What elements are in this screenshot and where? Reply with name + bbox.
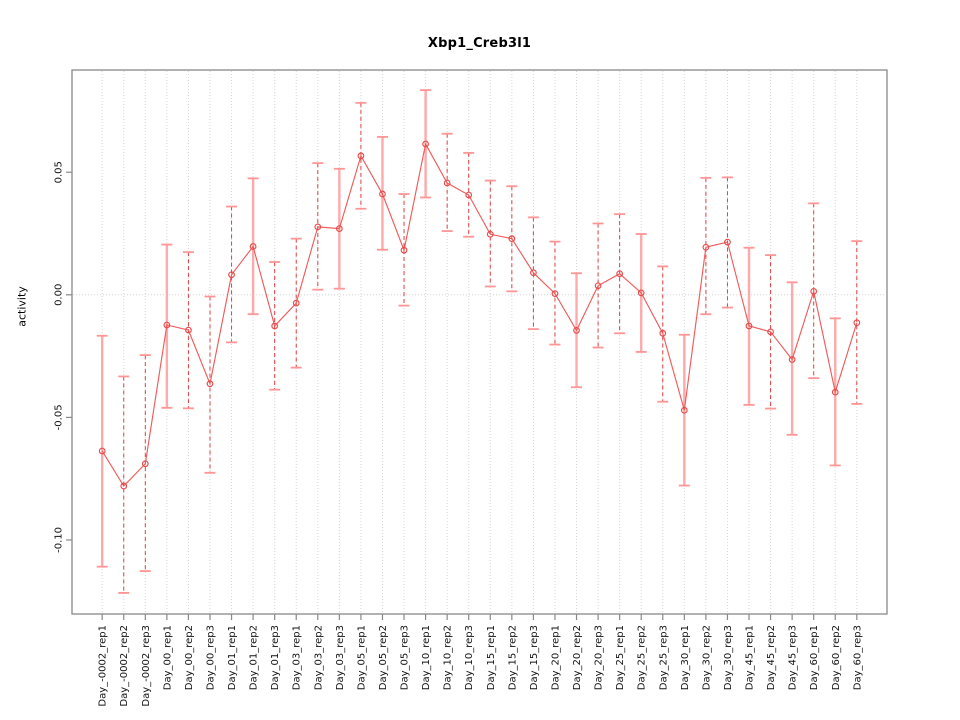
data-point bbox=[551, 290, 559, 297]
data-point bbox=[659, 329, 667, 337]
data-point bbox=[379, 190, 386, 198]
data-point bbox=[594, 282, 602, 290]
x-tick-label: Day_00_rep3 bbox=[205, 625, 216, 690]
x-tick-label: Day_20_rep2 bbox=[572, 625, 583, 690]
data-point bbox=[249, 243, 257, 250]
x-tick-label: Day_01_rep1 bbox=[227, 625, 238, 690]
data-point bbox=[573, 326, 580, 334]
data-point bbox=[400, 246, 408, 254]
x-tick-label: Day_15_rep2 bbox=[507, 625, 518, 690]
data-point bbox=[702, 243, 710, 251]
data-point bbox=[163, 321, 171, 329]
data-point bbox=[486, 230, 494, 238]
x-tick-label: Day_-0002_rep3 bbox=[141, 625, 152, 707]
data-point bbox=[335, 225, 343, 232]
x-tick-label: Day_60_rep3 bbox=[852, 625, 863, 690]
data-point bbox=[141, 460, 149, 468]
data-point bbox=[206, 380, 214, 388]
data-point bbox=[680, 406, 688, 414]
data-point bbox=[185, 326, 192, 334]
chart-title: Xbp1_Creb3l1 bbox=[427, 36, 532, 51]
series-line bbox=[101, 142, 858, 487]
x-tick-label: Day_03_rep2 bbox=[313, 625, 324, 690]
data-point bbox=[120, 482, 128, 490]
x-tick-label: Day_03_rep3 bbox=[335, 625, 346, 690]
data-point bbox=[314, 223, 322, 231]
data-point bbox=[357, 152, 365, 160]
x-tick-label: Day_25_rep1 bbox=[615, 625, 626, 690]
y-tick-label: -0.05 bbox=[54, 404, 65, 430]
x-tick-label: Day_05_rep3 bbox=[400, 625, 411, 690]
x-tick-label: Day_00_rep2 bbox=[184, 625, 195, 690]
y-tick-label: 0.00 bbox=[54, 284, 65, 306]
data-point bbox=[422, 140, 429, 148]
x-tick-label: Day_01_rep2 bbox=[249, 625, 260, 690]
error-bars bbox=[96, 89, 863, 594]
y-tick-label: 0.05 bbox=[54, 161, 65, 183]
x-tick-label: Day_10_rep3 bbox=[464, 625, 475, 690]
data-point bbox=[637, 289, 645, 297]
data-point bbox=[465, 191, 473, 199]
data-point bbox=[724, 238, 731, 246]
x-tick-label: Day_45_rep1 bbox=[745, 625, 756, 690]
data-point bbox=[530, 269, 537, 277]
x-tick-label: Day_05_rep2 bbox=[378, 625, 389, 690]
x-tick-label: Day_03_rep1 bbox=[292, 625, 303, 690]
data-point bbox=[616, 270, 624, 278]
data-point bbox=[831, 388, 839, 396]
data-point bbox=[788, 356, 796, 363]
x-tick-label: Day_25_rep3 bbox=[658, 625, 669, 690]
data-point bbox=[271, 322, 279, 330]
data-point bbox=[853, 319, 861, 327]
x-tick-label: Day_-0002_rep2 bbox=[119, 625, 130, 707]
x-tick-label: Day_30_rep3 bbox=[723, 625, 734, 690]
x-tick-label: Day_15_rep3 bbox=[529, 625, 540, 690]
x-tick-label: Day_-0002_rep1 bbox=[98, 625, 109, 707]
x-axis: Day_-0002_rep1 Day_-0002_rep2 Day_-0002_re… bbox=[98, 614, 863, 707]
gridlines bbox=[101, 71, 858, 613]
x-tick-label: Day_10_rep2 bbox=[443, 625, 454, 690]
x-tick-label: Day_20_rep3 bbox=[594, 625, 605, 690]
x-tick-label: Day_20_rep1 bbox=[550, 625, 561, 690]
x-tick-label: Day_45_rep3 bbox=[788, 625, 799, 690]
plot-border bbox=[71, 69, 888, 615]
x-tick-label: Day_60_rep1 bbox=[809, 625, 820, 690]
data-point bbox=[810, 288, 818, 295]
x-tick-label: Day_10_rep1 bbox=[421, 625, 432, 690]
y-axis: -0.10 -0.05 0.00 0.05 bbox=[54, 161, 72, 553]
x-tick-label: Day_01_rep3 bbox=[270, 625, 281, 690]
x-tick-label: Day_30_rep1 bbox=[680, 625, 691, 690]
data-point bbox=[98, 447, 106, 455]
data-point bbox=[228, 271, 235, 279]
data-point bbox=[745, 322, 753, 330]
x-tick-label: Day_25_rep2 bbox=[637, 625, 648, 690]
data-point bbox=[443, 179, 451, 187]
x-tick-label: Day_30_rep2 bbox=[701, 625, 712, 690]
data-point bbox=[508, 235, 516, 243]
x-tick-label: Day_00_rep1 bbox=[162, 625, 173, 690]
x-tick-label: Day_60_rep2 bbox=[831, 625, 842, 690]
x-tick-label: Day_45_rep2 bbox=[766, 625, 777, 690]
x-tick-label: Day_15_rep1 bbox=[486, 625, 497, 690]
data-point bbox=[767, 328, 774, 336]
data-point bbox=[292, 299, 300, 307]
y-tick-label: -0.10 bbox=[54, 527, 65, 553]
x-tick-label: Day_05_rep1 bbox=[356, 625, 367, 690]
data-points bbox=[98, 140, 861, 490]
